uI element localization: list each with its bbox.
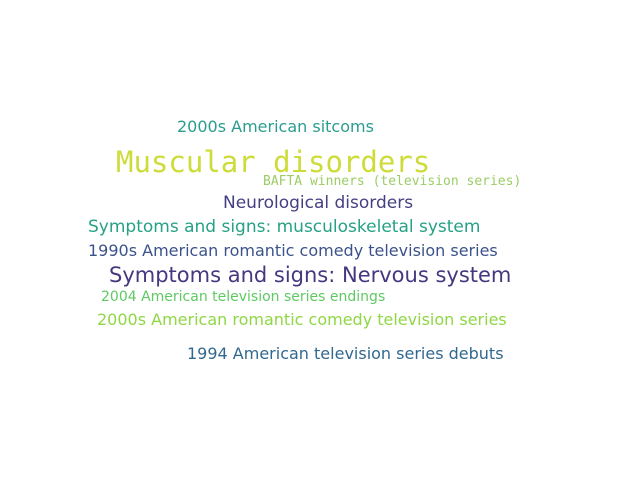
word-symptoms-signs-nervous-system: Symptoms and signs: Nervous system bbox=[109, 263, 512, 287]
word-1990s-american-romantic-comedy-television-series: 1990s American romantic comedy televisio… bbox=[88, 241, 498, 260]
word-2000s-american-sitcoms: 2000s American sitcoms bbox=[177, 117, 374, 136]
word-2004-american-television-series-endings: 2004 American television series endings bbox=[101, 289, 386, 305]
word-1994-american-television-series-debuts: 1994 American television series debuts bbox=[187, 344, 504, 363]
word-neurological-disorders: Neurological disorders bbox=[223, 193, 414, 213]
word-bafta-winners-television-series: BAFTA winners (television series) bbox=[263, 174, 522, 189]
word-2000s-american-romantic-comedy-television-series: 2000s American romantic comedy televisio… bbox=[97, 310, 507, 329]
word-muscular-disorders: Muscular disorders bbox=[116, 145, 431, 179]
word-symptoms-signs-musculoskeletal-system: Symptoms and signs: musculoskeletal syst… bbox=[88, 217, 481, 237]
